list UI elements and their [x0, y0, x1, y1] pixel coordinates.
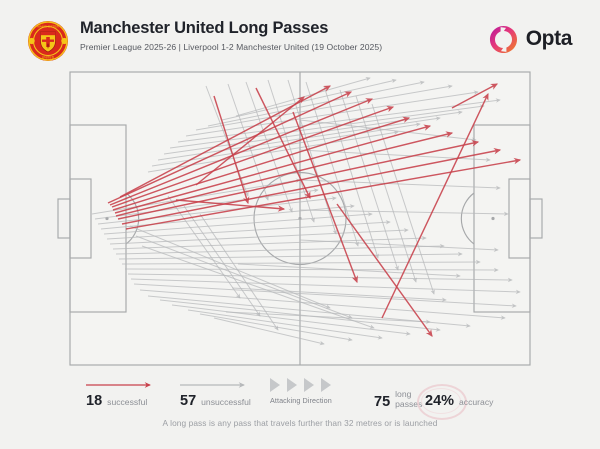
pass-arrow [125, 157, 522, 230]
opta-logo-icon [489, 25, 518, 54]
pass-arrow [157, 116, 441, 161]
legend-unsuccessful: 57 unsuccessful [180, 393, 251, 409]
pass-arrow [115, 131, 454, 217]
pass-arrow [213, 317, 325, 346]
legend-attacking-direction: Attacking Direction [270, 378, 332, 405]
accuracy-value: 24% [425, 393, 455, 409]
triangle-right-icon [270, 378, 280, 392]
pass-arrow [171, 304, 411, 336]
page-title: Manchester United Long Passes [80, 19, 329, 37]
pass-arrow [127, 273, 513, 283]
triangle-right-icon [304, 378, 314, 392]
pass-arrow [292, 111, 358, 284]
pass-arrow [199, 213, 279, 331]
footnote: A long pass is any pass that travels fur… [162, 418, 438, 428]
pass-arrow [237, 263, 461, 279]
pass-arrow [177, 98, 501, 143]
unsuccessful-label: unsuccessful [201, 397, 251, 407]
successful-passes-layer [107, 83, 522, 337]
pass-arrow [336, 203, 433, 337]
pass-arrow [117, 140, 480, 220]
title-block: Manchester United Long Passes Premier Le… [80, 18, 382, 53]
pass-arrow [287, 79, 337, 235]
pass-arrow [221, 78, 397, 121]
successful-label: successful [107, 397, 148, 407]
accuracy-ring-outer [417, 384, 467, 420]
pass-arrow [451, 83, 499, 109]
svg-text:MANCHESTER: MANCHESTER [37, 24, 59, 28]
pass-arrow [124, 267, 499, 273]
pass-arrow [245, 81, 293, 213]
pass-arrow [299, 179, 501, 191]
pass-arrow [103, 212, 373, 235]
pass-arrow [133, 283, 517, 309]
unsuccessful-count: 57 [180, 393, 197, 409]
pass-arrow [169, 104, 485, 149]
pass-arrow [339, 89, 399, 271]
pass-arrow [255, 87, 311, 200]
pass-arrow [183, 205, 261, 317]
successful-arrow-icon [86, 382, 151, 388]
page-subtitle: Premier League 2025-26 | Liverpool 1-2 M… [80, 42, 383, 52]
manchester-united-crest-icon: MANCHESTER UNITED [27, 20, 69, 62]
pass-arrow [207, 80, 425, 127]
pass-arrow [139, 289, 506, 320]
accuracy-label: accuracy [459, 397, 494, 407]
pass-arrow [185, 90, 479, 137]
pass-arrow [195, 84, 453, 131]
attacking-direction-label: Attacking Direction [270, 396, 332, 405]
total-passes-label-line1: long [395, 389, 412, 399]
pass-arrow [115, 243, 445, 255]
pitch-markings [57, 71, 543, 366]
pass-arrow [175, 199, 286, 212]
pass-arrow [130, 278, 521, 295]
pass-arrow [129, 225, 331, 309]
successful-count: 18 [86, 393, 103, 409]
pass-arrow [109, 227, 409, 245]
legend: 18 successful 57 unsuccessful Attacking … [0, 374, 600, 420]
legend-total-passes: 75 long passes [374, 389, 423, 410]
pass-arrow [109, 98, 374, 206]
pass-arrow [121, 259, 481, 265]
pass-arrow [114, 124, 432, 214]
pass-arrow [159, 299, 441, 332]
pass-arrow [112, 116, 411, 211]
pass-arrow [94, 188, 319, 220]
pitch-visualization [0, 62, 600, 374]
accuracy-ring-inner [421, 388, 461, 414]
pass-arrow [195, 96, 305, 186]
pass-arrow [141, 245, 375, 329]
pass-arrow [111, 105, 395, 208]
legend-successful: 18 successful [86, 393, 148, 409]
opta-wordmark: Opta [525, 27, 573, 50]
triangle-right-icon [321, 378, 331, 392]
pass-arrow [135, 235, 353, 319]
opta-brand: Opta [489, 22, 572, 56]
svg-text:UNITED: UNITED [42, 55, 55, 59]
pass-arrow [371, 103, 435, 295]
header: MANCHESTER UNITED Manchester United Long… [0, 0, 600, 68]
triangle-right-icon [287, 378, 297, 392]
pass-arrow [97, 196, 337, 225]
total-passes-label-line2: passes [395, 398, 423, 409]
pass-arrow [91, 178, 301, 215]
pass-arrow [213, 95, 250, 205]
direction-triangles [270, 378, 332, 392]
total-passes-count: 75 [374, 394, 391, 410]
pass-arrow [187, 309, 383, 340]
pass-arrow [299, 239, 499, 253]
pass-arrow [121, 147, 502, 225]
pass-arrow [299, 209, 509, 217]
pass-arrow [107, 91, 353, 204]
legend-accuracy: 24% accuracy [417, 384, 600, 420]
unsuccessful-arrow-icon [180, 382, 245, 388]
pass-arrow [381, 92, 489, 319]
